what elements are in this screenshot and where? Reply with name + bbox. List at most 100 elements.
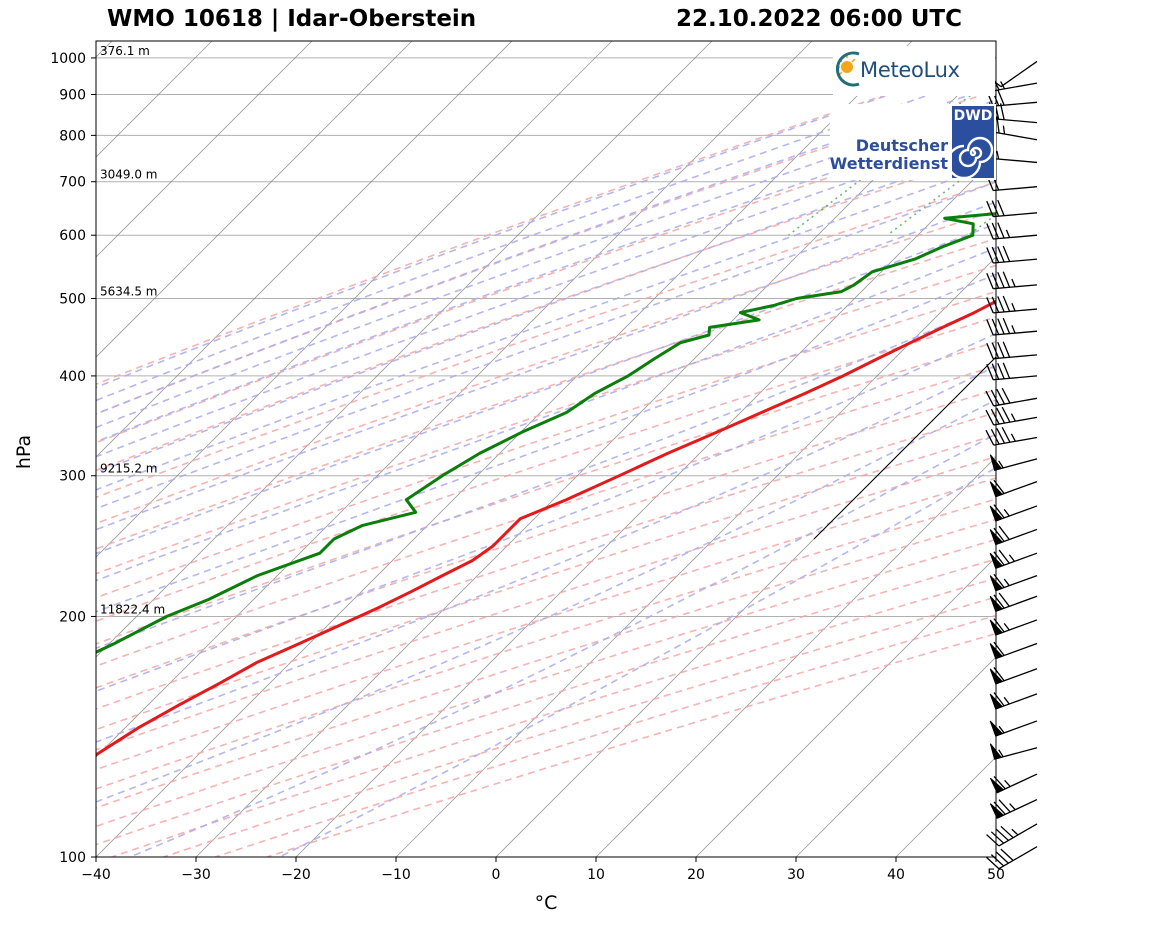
wind-barb	[989, 692, 1038, 710]
y-axis-label: hPa	[13, 435, 35, 469]
isotherm	[695, 556, 996, 857]
wind-barb	[988, 142, 1038, 164]
dwd-logo: Deutscher Wetterdienst DWD	[830, 104, 996, 180]
dry-adiabat	[96, 237, 996, 550]
x-tick-label: −20	[281, 867, 311, 883]
height-label: 5634.5 m	[100, 284, 158, 298]
y-tick-label: 1000	[50, 51, 86, 67]
parcel-profile	[813, 356, 996, 540]
y-tick-label: 900	[59, 87, 86, 103]
meteolux-logo: MeteoLux	[833, 46, 995, 96]
moist-adiabat	[96, 56, 996, 389]
wind-barb	[989, 641, 1038, 660]
moist-adiabat	[96, 201, 996, 531]
moist-adiabat	[129, 432, 996, 857]
dewpoint-profile	[96, 180, 996, 654]
mixing-ratio-line	[1085, 41, 1160, 235]
isotherm	[795, 656, 996, 857]
wind-barb	[989, 525, 1038, 546]
isotherm	[0, 41, 12, 857]
wind-barb	[985, 427, 1038, 446]
x-tick-label: 40	[887, 867, 905, 883]
wind-barb	[989, 549, 1038, 569]
dry-adiabat	[96, 264, 996, 575]
height-label: 3049.0 m	[100, 168, 158, 182]
wind-barb	[986, 317, 1038, 336]
mixing-ratio-line	[967, 213, 996, 236]
y-tick-label: 700	[59, 175, 86, 191]
sun-icon	[836, 51, 860, 87]
x-tick-label: 20	[687, 867, 705, 883]
moist-adiabat	[96, 398, 996, 803]
y-tick-label: 100	[59, 850, 86, 866]
dry-adiabat	[96, 209, 996, 525]
wind-barb	[989, 720, 1038, 737]
dry-adiabat	[96, 498, 996, 790]
x-tick-label: −40	[81, 867, 111, 883]
moist-adiabat	[96, 162, 996, 491]
wind-barb	[986, 245, 1038, 264]
x-tick-label: −10	[381, 867, 411, 883]
mixing-ratio-line	[1149, 41, 1160, 235]
y-tick-label: 400	[59, 369, 86, 385]
temperature-profile	[96, 299, 996, 757]
wind-barb	[986, 222, 1038, 240]
wind-barb	[986, 295, 1038, 314]
dry-adiabat	[96, 388, 996, 689]
y-tick-label: 300	[59, 469, 86, 485]
moist-adiabat	[96, 365, 996, 743]
wind-barb	[989, 592, 1038, 612]
plot-frame	[95, 40, 997, 858]
moist-adiabat	[96, 70, 996, 402]
mixing-ratio-line	[788, 74, 996, 236]
wind-barb	[986, 362, 1038, 381]
moist-adiabat	[96, 222, 996, 555]
moist-adiabat	[96, 84, 996, 415]
wind-barb	[989, 479, 1038, 498]
wind-barb	[985, 406, 1038, 426]
height-label: 376.1 m	[100, 44, 150, 58]
height-label: 11822.4 m	[100, 602, 165, 616]
dry-adiabat	[266, 632, 996, 857]
y-tick-label: 200	[59, 609, 86, 625]
moist-adiabat	[96, 145, 996, 474]
moist-adiabat	[279, 466, 996, 857]
spiral-icon	[952, 136, 994, 178]
x-axis-label: °C	[535, 892, 558, 914]
dry-adiabat	[96, 121, 996, 444]
wind-barb	[989, 667, 1038, 685]
wind-barb	[989, 743, 1038, 760]
x-tick-label: 30	[787, 867, 805, 883]
moist-adiabat	[96, 99, 996, 429]
y-tick-label: 600	[59, 228, 86, 244]
isotherm	[1096, 41, 1160, 857]
wind-barb	[989, 773, 1038, 794]
height-label: 9215.2 m	[100, 462, 158, 476]
wind-barb	[986, 341, 1038, 360]
wind-barb	[986, 823, 1038, 847]
wind-barb	[989, 798, 1038, 819]
moist-adiabat	[96, 113, 996, 443]
x-tick-label: −30	[181, 867, 211, 883]
wind-barb	[986, 271, 1038, 290]
dry-adiabat	[96, 477, 996, 771]
station-title: WMO 10618 | Idar-Oberstein	[107, 6, 477, 32]
isotherm	[96, 41, 513, 458]
dwd-name-line1: Deutscher	[855, 136, 948, 155]
dry-adiabat	[96, 89, 996, 415]
mixing-ratio-line	[1018, 41, 1160, 235]
x-tick-label: 0	[492, 867, 501, 883]
dwd-name-line2: Wetterdienst	[829, 154, 948, 173]
isotherm	[96, 41, 413, 358]
wind-barb	[986, 199, 1038, 218]
isotherm	[96, 41, 813, 758]
wind-barb	[989, 504, 1038, 522]
moist-adiabat	[96, 247, 996, 582]
isotherm	[96, 41, 913, 857]
wind-barb	[986, 846, 1038, 870]
wind-barb	[989, 454, 1038, 471]
wind-barb	[985, 387, 1038, 407]
x-tick-label: 50	[987, 867, 1005, 883]
